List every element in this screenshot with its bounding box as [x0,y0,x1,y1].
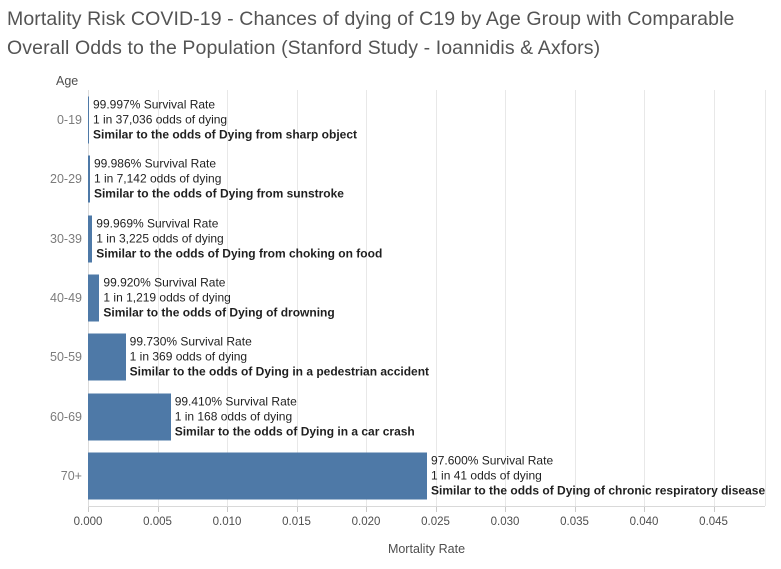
odds-label: 1 in 3,225 odds of dying [96,231,224,246]
gridline [157,90,159,506]
comparison-label: Similar to the odds of Dying in a pedest… [129,364,430,379]
gridline [227,90,228,506]
x-axis-tick-label: 0.040 [629,516,659,528]
comparison-label: Similar to the odds of Dying of drowning [103,305,335,320]
age-label-0-19: 0-19 [56,112,82,127]
chart-title-line-2: Overall Odds to the Population (Stanford… [7,37,601,59]
odds-label: 1 in 369 odds of dying [129,349,248,364]
odds-label: 1 in 7,142 odds of dying [93,171,222,186]
bar-row-60-69: 60-69 99.410% Survival Rate 1 in 168 odd… [50,387,765,446]
bar-annotation-30-39: 99.969% Survival Rate 1 in 3,225 odds of… [96,216,382,261]
odds-label: 1 in 37,036 odds of dying [93,112,228,127]
x-axis-tick-label: 0.005 [143,516,172,528]
x-axis-tick [505,507,507,512]
bar-50-59[interactable] [88,333,126,381]
x-axis-tick-label: 0.010 [212,516,242,528]
gridline [296,90,298,506]
x-axis-title: Mortality Rate [387,542,466,556]
bar-annotation-50-59: 99.730% Survival Rate 1 in 369 odds of d… [130,335,429,380]
x-axis-tick-label: 0.015 [282,516,311,528]
x-axis-tick-label: 0.000 [73,516,103,528]
age-label-40-49: 40-49 [50,290,82,305]
bar-20-29[interactable] [88,155,90,203]
x-axis-tick [157,507,159,512]
comparison-label: Similar to the odds of Dying in a car cr… [174,424,415,439]
bar-60-69[interactable] [88,393,171,441]
age-label-70plus: 70+ [60,469,82,484]
bar-annotation-40-49: 99.920% Survival Rate 1 in 1,219 odds of… [103,275,334,320]
bar-annotation-60-69: 99.410% Survival Rate 1 in 168 odds of d… [175,394,415,439]
x-axis-tick [574,507,576,512]
comparison-label: Similar to the odds of Dying of chronic … [431,483,766,498]
bar-0-19[interactable] [88,96,89,144]
bar-40-49[interactable] [88,274,100,322]
x-axis-tick [296,507,298,512]
gridline [713,90,715,506]
gridline [505,90,507,506]
survival-rate-label: 97.600% Survival Rate [431,453,554,468]
survival-rate-label: 99.997% Survival Rate [93,97,216,112]
bar-row-40-49: 40-49 99.920% Survival Rate 1 in 1,219 o… [50,268,765,327]
y-axis-title: Age [56,74,79,88]
age-label-60-69: 60-69 [50,409,82,424]
bar-row-20-29: 20-29 99.986% Survival Rate 1 in 7,142 o… [50,149,765,208]
bar-annotation-0-19: 99.997% Survival Rate 1 in 37,036 odds o… [93,97,357,142]
x-axis-tick [435,507,437,512]
gridline [366,90,368,506]
comparison-label: Similar to the odds of Dying from sharp … [93,127,358,142]
x-axis: 0.000 0.005 0.010 0.015 0.020 0.025 0.030 0.035… [74,506,765,539]
bar-row-0-19: 0-19 99.997% Survival Rate 1 in 37,036 o… [57,90,765,149]
plot-area: 0-19 99.997% Survival Rate 1 in 37,036 o… [50,90,766,506]
x-axis-tick [644,507,646,512]
gridline [574,90,576,506]
x-axis-tick [713,507,715,512]
age-label-20-29: 20-29 [50,172,82,187]
chart-title: Mortality Risk COVID-19 - Chances of dyi… [7,5,734,63]
bar-row-30-39: 30-39 99.969% Survival Rate 1 in 3,225 o… [50,209,765,268]
comparison-label: Similar to the odds of Dying from sunstr… [93,186,344,201]
odds-label: 1 in 168 odds of dying [174,409,293,424]
bar-annotation-70plus: 97.600% Survival Rate 1 in 41 odds of dy… [431,454,765,499]
x-axis-tick-label: 0.020 [351,516,381,528]
x-axis-tick [88,507,89,512]
x-axis-tick-label: 0.035 [560,516,589,528]
survival-rate-label: 99.920% Survival Rate [103,275,226,290]
odds-label: 1 in 41 odds of dying [431,468,542,483]
bar-30-39[interactable] [88,215,93,263]
odds-label: 1 in 1,219 odds of dying [103,290,231,305]
age-label-50-59: 50-59 [50,350,82,365]
survival-rate-label: 99.410% Survival Rate [174,394,297,409]
bar-annotation-20-29: 99.986% Survival Rate 1 in 7,142 odds of… [94,157,344,202]
gridline [435,90,437,506]
survival-rate-label: 99.969% Survival Rate [96,216,219,231]
x-axis-tick-label: 0.030 [490,516,520,528]
bar-row-50-59: 50-59 99.730% Survival Rate 1 in 369 odd… [50,328,765,387]
x-axis-tick-label: 0.025 [421,516,450,528]
survival-rate-label: 99.730% Survival Rate [129,334,252,349]
comparison-label: Similar to the odds of Dying from chokin… [96,246,383,261]
x-axis-tick-label: 0.045 [699,516,728,528]
gridline [644,90,646,506]
x-axis-tick [366,507,368,512]
bar-70plus[interactable] [88,452,428,500]
survival-rate-label: 99.986% Survival Rate [93,156,217,171]
bar-row-70plus: 70+ 97.600% Survival Rate 1 in 41 odds o… [61,447,765,506]
x-axis-tick [227,507,228,512]
age-label-30-39: 30-39 [50,231,82,246]
chart-title-line-1: Mortality Risk COVID-19 - Chances of dyi… [7,8,735,30]
